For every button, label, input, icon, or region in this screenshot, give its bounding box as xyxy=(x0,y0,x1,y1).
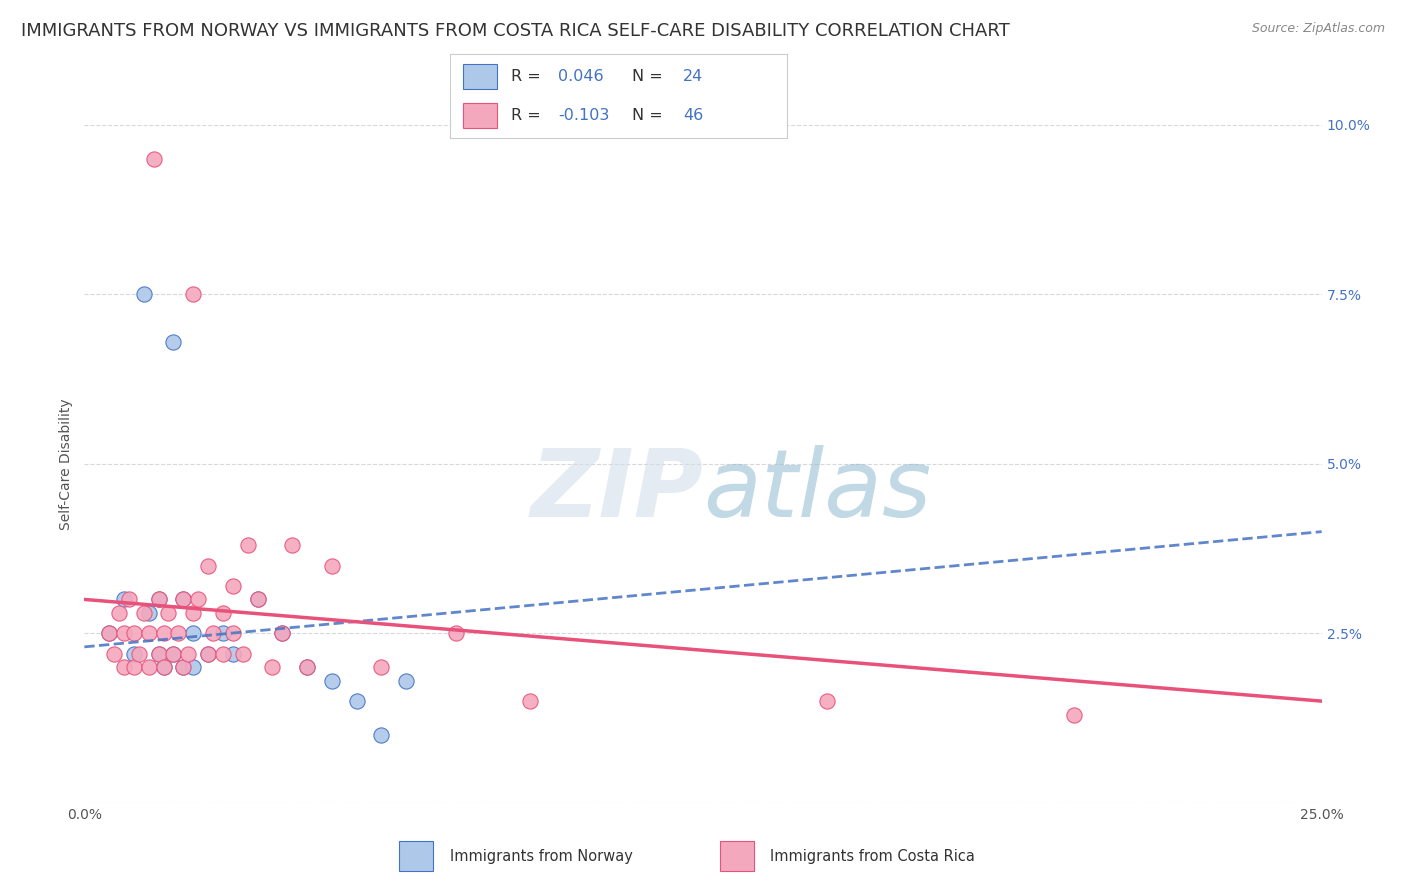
Text: N =: N = xyxy=(633,69,668,84)
Point xyxy=(212,647,235,661)
Text: -0.103: -0.103 xyxy=(558,108,609,123)
Point xyxy=(167,626,190,640)
Point xyxy=(197,558,219,573)
Point xyxy=(108,606,131,620)
Point xyxy=(172,660,194,674)
Point xyxy=(246,592,269,607)
FancyBboxPatch shape xyxy=(720,841,754,871)
Point xyxy=(128,647,150,661)
Point xyxy=(112,626,135,640)
Point xyxy=(112,660,135,674)
Text: 46: 46 xyxy=(683,108,703,123)
Point xyxy=(197,647,219,661)
Point xyxy=(295,660,318,674)
Point xyxy=(152,660,174,674)
FancyBboxPatch shape xyxy=(464,63,498,89)
Point xyxy=(212,606,235,620)
Point xyxy=(152,660,174,674)
Point xyxy=(148,592,170,607)
Point xyxy=(152,626,174,640)
Point xyxy=(172,592,194,607)
Point xyxy=(346,694,368,708)
Point xyxy=(232,647,254,661)
Text: Immigrants from Norway: Immigrants from Norway xyxy=(450,849,633,863)
Point xyxy=(172,660,194,674)
Point xyxy=(138,660,160,674)
Point xyxy=(187,592,209,607)
Point xyxy=(162,334,184,349)
Point xyxy=(222,579,245,593)
Point xyxy=(271,626,294,640)
Point xyxy=(162,647,184,661)
Point xyxy=(138,606,160,620)
Point xyxy=(148,592,170,607)
Point xyxy=(202,626,225,640)
Text: Immigrants from Costa Rica: Immigrants from Costa Rica xyxy=(770,849,976,863)
Point xyxy=(181,660,204,674)
Text: ZIP: ZIP xyxy=(530,445,703,537)
Point xyxy=(142,152,165,166)
Text: 0.046: 0.046 xyxy=(558,69,603,84)
Point xyxy=(212,626,235,640)
Point xyxy=(321,673,343,688)
Point xyxy=(222,647,245,661)
Point xyxy=(172,592,194,607)
Point xyxy=(132,606,155,620)
Point xyxy=(181,626,204,640)
Point xyxy=(148,647,170,661)
Point xyxy=(181,606,204,620)
Point xyxy=(444,626,467,640)
Point xyxy=(148,647,170,661)
Point xyxy=(370,728,392,742)
Point xyxy=(98,626,121,640)
Point xyxy=(236,538,259,552)
Point xyxy=(162,647,184,661)
Point xyxy=(103,647,125,661)
Point xyxy=(321,558,343,573)
Point xyxy=(815,694,838,708)
Text: IMMIGRANTS FROM NORWAY VS IMMIGRANTS FROM COSTA RICA SELF-CARE DISABILITY CORREL: IMMIGRANTS FROM NORWAY VS IMMIGRANTS FRO… xyxy=(21,22,1010,40)
Point xyxy=(281,538,304,552)
Text: atlas: atlas xyxy=(703,445,931,536)
Point xyxy=(246,592,269,607)
Point xyxy=(177,647,200,661)
Point xyxy=(1063,707,1085,722)
Point xyxy=(181,287,204,301)
FancyBboxPatch shape xyxy=(464,103,498,128)
Point xyxy=(157,606,180,620)
Point xyxy=(262,660,284,674)
Y-axis label: Self-Care Disability: Self-Care Disability xyxy=(59,398,73,530)
Point xyxy=(118,592,141,607)
Point xyxy=(112,592,135,607)
Point xyxy=(122,660,145,674)
Point xyxy=(271,626,294,640)
Text: Source: ZipAtlas.com: Source: ZipAtlas.com xyxy=(1251,22,1385,36)
Point xyxy=(222,626,245,640)
Point xyxy=(395,673,418,688)
Point xyxy=(132,287,155,301)
Point xyxy=(122,647,145,661)
FancyBboxPatch shape xyxy=(399,841,433,871)
Point xyxy=(197,647,219,661)
Text: R =: R = xyxy=(510,108,546,123)
Text: R =: R = xyxy=(510,69,546,84)
Point xyxy=(295,660,318,674)
Text: 24: 24 xyxy=(683,69,703,84)
Point xyxy=(138,626,160,640)
Text: N =: N = xyxy=(633,108,668,123)
Point xyxy=(122,626,145,640)
Point xyxy=(519,694,541,708)
Point xyxy=(98,626,121,640)
Point xyxy=(370,660,392,674)
